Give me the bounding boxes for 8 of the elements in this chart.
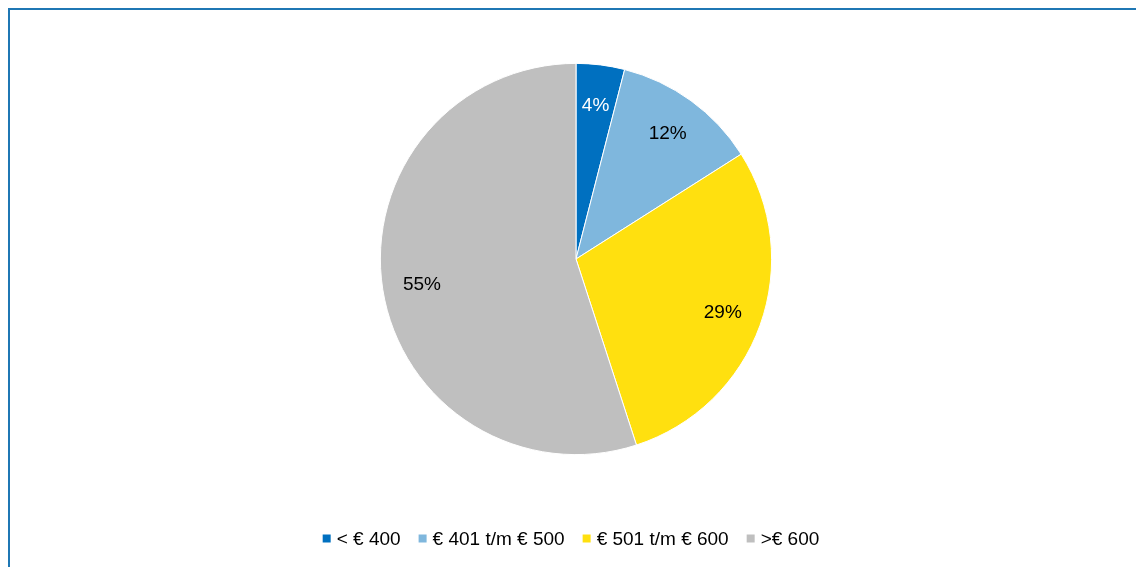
data-label: 4% [581, 93, 610, 115]
data-label: 55% [402, 272, 442, 294]
legend-label: € 501 t/m € 600 [596, 528, 729, 549]
data-label: 12% [648, 122, 687, 144]
legend-label: >€ 600 [760, 528, 820, 549]
legend-label: < € 400 [336, 528, 401, 549]
data-label: 29% [703, 301, 742, 323]
legend-label: € 401 t/m € 500 [432, 528, 565, 549]
